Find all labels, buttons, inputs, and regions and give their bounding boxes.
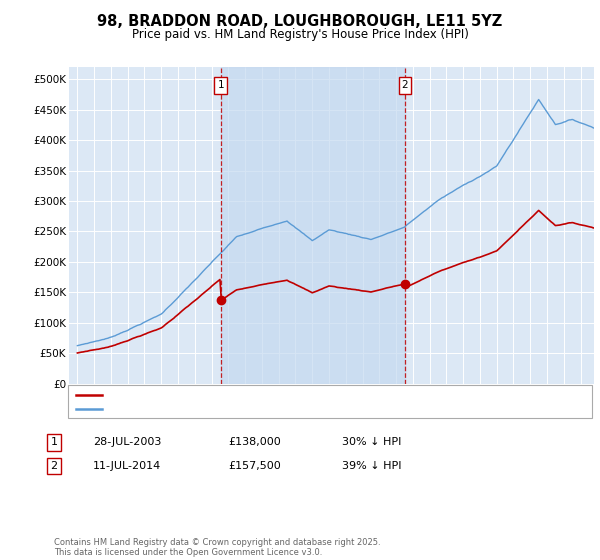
Text: 30% ↓ HPI: 30% ↓ HPI xyxy=(342,437,401,447)
Text: 98, BRADDON ROAD, LOUGHBOROUGH, LE11 5YZ: 98, BRADDON ROAD, LOUGHBOROUGH, LE11 5YZ xyxy=(97,14,503,29)
Text: Price paid vs. HM Land Registry's House Price Index (HPI): Price paid vs. HM Land Registry's House … xyxy=(131,28,469,41)
Text: 2: 2 xyxy=(50,461,58,471)
Text: Contains HM Land Registry data © Crown copyright and database right 2025.
This d: Contains HM Land Registry data © Crown c… xyxy=(54,538,380,557)
Text: 39% ↓ HPI: 39% ↓ HPI xyxy=(342,461,401,471)
Text: £157,500: £157,500 xyxy=(228,461,281,471)
Text: £138,000: £138,000 xyxy=(228,437,281,447)
Text: HPI: Average price, detached house, Charnwood: HPI: Average price, detached house, Char… xyxy=(107,404,359,413)
Text: 98, BRADDON ROAD, LOUGHBOROUGH, LE11 5YZ (detached house): 98, BRADDON ROAD, LOUGHBOROUGH, LE11 5YZ… xyxy=(107,390,461,399)
Text: 2: 2 xyxy=(401,81,408,91)
Text: 1: 1 xyxy=(217,81,224,91)
Text: 1: 1 xyxy=(50,437,58,447)
Bar xyxy=(221,67,405,384)
Text: 11-JUL-2014: 11-JUL-2014 xyxy=(93,461,161,471)
Text: 28-JUL-2003: 28-JUL-2003 xyxy=(93,437,161,447)
